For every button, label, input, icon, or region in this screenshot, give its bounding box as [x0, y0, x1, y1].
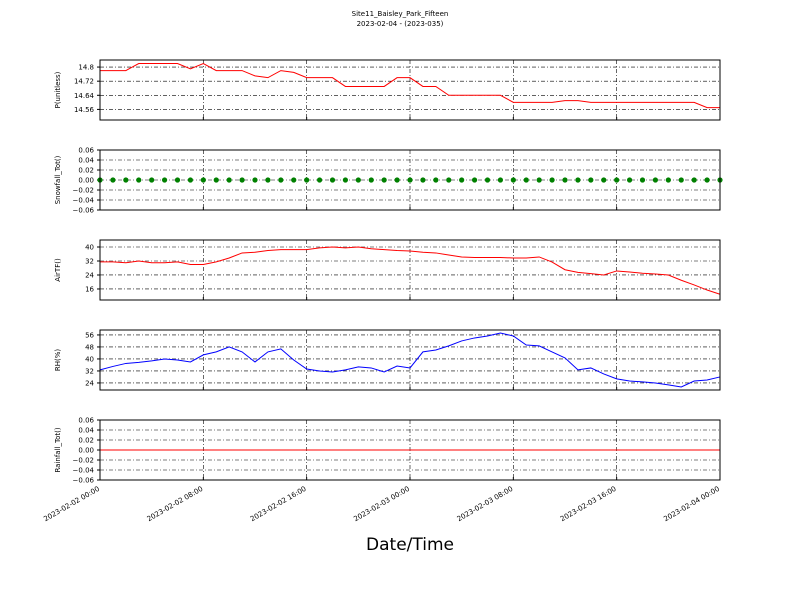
marker [316, 177, 323, 183]
y-tick-label: 48 [85, 343, 94, 351]
marker [161, 177, 168, 183]
marker [187, 177, 194, 183]
marker [291, 177, 297, 183]
y-tick-label: 14.64 [74, 92, 95, 100]
marker [355, 177, 361, 183]
marker [252, 177, 258, 183]
marker [484, 177, 491, 183]
y-tick-label: 14.56 [74, 106, 95, 114]
y-tick-label: 56 [85, 331, 94, 339]
axes-frame [99, 419, 721, 481]
marker [459, 177, 465, 183]
y-tick-label: 40 [85, 243, 94, 251]
axes-frame [99, 329, 721, 391]
y-axis-label: Snowfall_Tot() [54, 155, 62, 204]
y-tick-label: 14.72 [74, 78, 94, 86]
y-tick-label: 0.04 [78, 427, 94, 435]
marker [704, 177, 710, 183]
axes-frame [99, 59, 721, 121]
y-tick-label: 0.06 [78, 417, 94, 425]
marker [239, 177, 245, 183]
marker [433, 177, 439, 183]
y-tick-label: −0.04 [73, 197, 95, 205]
y-axis-label: RH(%) [54, 349, 62, 372]
y-tick-label: 0.06 [78, 147, 94, 155]
marker [381, 177, 387, 183]
marker [471, 177, 478, 183]
data-line [99, 332, 721, 388]
y-tick-label: 0.02 [78, 437, 94, 445]
data-line [100, 62, 720, 109]
marker [278, 177, 284, 183]
marker [200, 177, 206, 183]
y-tick-label: −0.02 [73, 457, 94, 465]
marker [226, 177, 232, 183]
y-tick-label: −0.04 [73, 467, 95, 475]
marker [510, 177, 516, 183]
marker [497, 177, 504, 183]
axes-frame [99, 239, 721, 301]
y-tick-label: 32 [85, 367, 94, 375]
y-tick-label: 0.00 [78, 177, 94, 185]
y-tick-label: −0.06 [73, 207, 95, 215]
marker [407, 177, 413, 183]
marker [639, 177, 646, 183]
marker [626, 177, 633, 183]
y-tick-label: 40 [85, 355, 94, 363]
axes-frame [99, 149, 721, 211]
y-tick-label: 24 [85, 271, 94, 279]
marker [536, 177, 542, 183]
marker [588, 177, 594, 183]
y-axis-label: Rainfall_Tot() [54, 427, 62, 472]
y-tick-label: 0.02 [78, 167, 94, 175]
marker [136, 177, 142, 183]
y-tick-label: −0.06 [73, 477, 95, 485]
y-axis-label: AirTF() [54, 258, 62, 282]
figure-title: Site11_Baisley_Park_Fifteen [352, 10, 449, 18]
marker [678, 177, 684, 183]
y-tick-label: 0.04 [78, 157, 94, 165]
y-tick-label: 0.00 [78, 447, 94, 455]
marker [665, 177, 671, 183]
marker [368, 177, 374, 183]
marker [394, 177, 400, 183]
y-axis-label: P(unitless) [54, 71, 62, 108]
marker [614, 177, 620, 183]
marker [523, 177, 529, 183]
figure-subtitle: 2023-02-04 - (2023-035) [357, 20, 444, 28]
marker [265, 177, 271, 183]
marker [329, 177, 336, 183]
marker [601, 177, 607, 183]
marker [304, 177, 310, 183]
y-tick-label: 24 [85, 379, 94, 387]
data-line [100, 246, 721, 295]
marker [562, 177, 568, 183]
marker [149, 177, 155, 183]
y-tick-label: 32 [85, 257, 94, 265]
marker [575, 177, 581, 183]
marker [342, 177, 349, 183]
marker [174, 177, 181, 183]
marker [549, 177, 555, 183]
marker [420, 177, 426, 183]
marker [446, 177, 452, 183]
y-tick-label: −0.02 [73, 187, 94, 195]
y-tick-label: 14.8 [78, 64, 94, 72]
marker [652, 177, 659, 183]
marker [123, 177, 129, 183]
marker [213, 177, 219, 183]
y-tick-label: 16 [85, 285, 94, 293]
marker [110, 177, 116, 183]
marker [691, 177, 697, 183]
x-axis-label: Date/Time [366, 535, 454, 555]
